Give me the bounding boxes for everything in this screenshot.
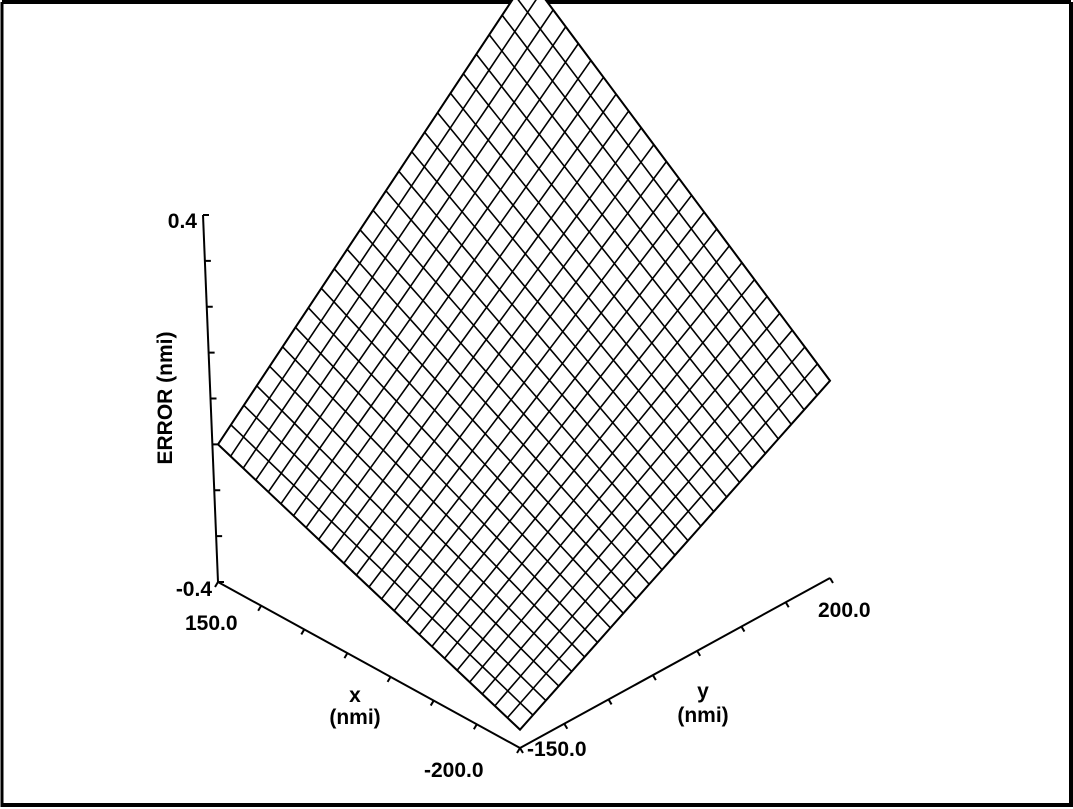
z-tick-bottom: -0.4	[176, 578, 213, 601]
y-axis-line	[519, 577, 831, 749]
y-tick-start: -150.0	[527, 738, 587, 761]
x-tick-mark	[343, 652, 349, 659]
z-axis-label: ERROR (nmi)	[154, 332, 177, 465]
mesh-line-y	[501, 14, 805, 411]
x-tick-mark	[472, 723, 478, 730]
mesh-line-y	[488, 34, 792, 425]
y-tick-mark	[696, 650, 702, 657]
axis-labels: 0.4 -0.4 ERROR (nmi) 150.0 -200.0 x (nmi…	[154, 210, 871, 782]
x-tick-mark	[429, 700, 435, 707]
mesh-line-y	[544, 0, 831, 382]
x-tick-start: 150.0	[185, 612, 238, 635]
y-tick-mark	[740, 626, 746, 633]
mesh-line-y	[517, 0, 818, 396]
mesh-line-y	[269, 365, 573, 673]
mesh-line-y	[256, 385, 560, 687]
mesh-line-y	[411, 151, 715, 513]
mesh-line-y	[282, 346, 586, 658]
mesh-line-y	[307, 307, 611, 629]
mesh-line-y	[372, 209, 676, 556]
y-tick-mark	[607, 698, 613, 705]
mesh-line-y	[217, 443, 521, 731]
x-tick-mark	[300, 628, 306, 635]
mesh-line-y	[475, 53, 779, 440]
mesh-line-y	[449, 92, 754, 469]
x-tick-end: -200.0	[424, 759, 484, 782]
mesh-line-y	[424, 131, 728, 498]
mesh-line-y	[294, 326, 599, 643]
mesh-line-y	[320, 287, 624, 614]
mesh-line-y	[333, 268, 637, 600]
mesh-line-y	[230, 424, 534, 716]
y-tick-mark	[784, 601, 790, 608]
mesh-line-y	[436, 112, 741, 484]
y-tick-mark	[563, 723, 569, 730]
y-axis-unit: (nmi)	[677, 704, 728, 727]
y-tick-mark	[519, 747, 524, 754]
x-tick-mark	[257, 605, 263, 612]
y-axis-label: y	[697, 680, 709, 703]
mesh-line-y	[462, 73, 767, 454]
mesh-line-y	[398, 170, 702, 527]
mesh-line-y	[385, 190, 689, 542]
x-axis-label: x	[349, 684, 361, 707]
x-tick-mark	[214, 581, 219, 588]
mesh-line-y	[346, 248, 650, 585]
mesh-line-y	[359, 229, 663, 571]
x-axis-unit: (nmi)	[329, 706, 380, 729]
mesh-line-y	[243, 404, 547, 702]
surface-outline	[216, 0, 832, 732]
z-tick-top: 0.4	[168, 210, 198, 233]
y-tick-end: 200.0	[818, 599, 871, 622]
x-axis-line	[217, 581, 521, 749]
y-tick-mark	[651, 674, 657, 681]
y-tick-mark	[829, 577, 834, 584]
x-tick-mark	[386, 676, 392, 683]
surface-mesh	[216, 0, 832, 732]
axis-ticks	[203, 214, 834, 754]
